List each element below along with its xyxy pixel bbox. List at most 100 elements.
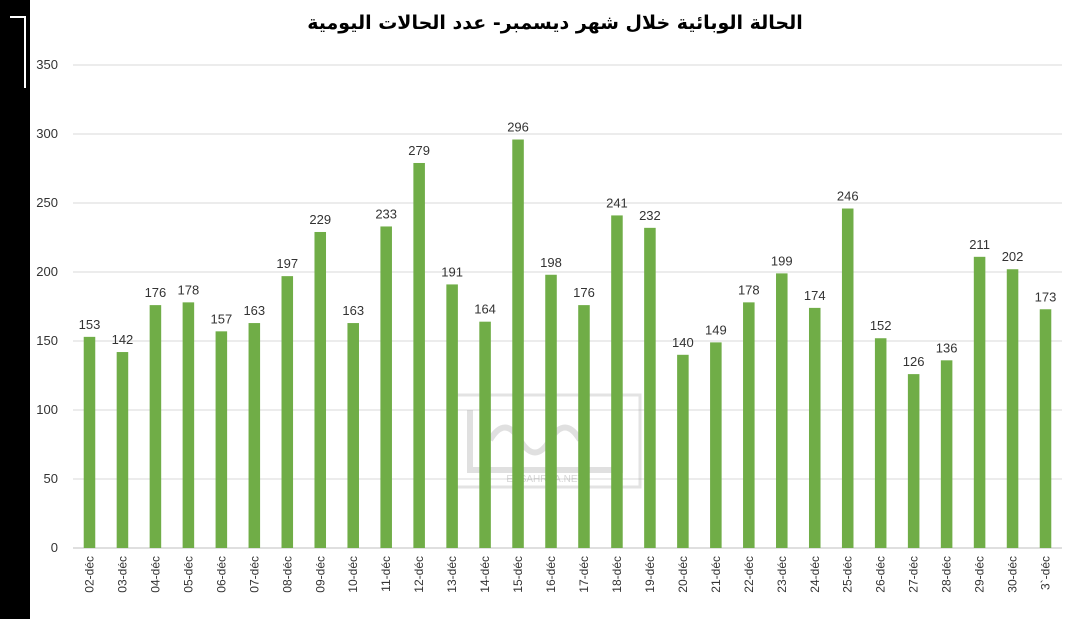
x-axis-categories: 02-déc 03-déc 04-déc 05-déc 06-déc 07-déc 08-d…	[82, 556, 1052, 593]
bar	[644, 227, 656, 548]
bar	[1039, 309, 1052, 548]
bar	[446, 284, 458, 548]
bar	[743, 302, 755, 548]
data-label: 140	[672, 335, 694, 350]
data-label: 178	[738, 282, 760, 297]
bar	[380, 226, 392, 548]
x-tick-label: 14-déc	[478, 556, 492, 593]
bar	[413, 162, 425, 549]
data-label: 136	[936, 340, 958, 355]
x-tick-label: 24-déc	[808, 556, 822, 593]
bar	[578, 305, 590, 548]
data-label: 191	[441, 264, 463, 279]
bar	[808, 307, 821, 548]
data-label: 142	[112, 332, 134, 347]
x-tick-label: 28-déc	[940, 556, 954, 593]
y-tick-label: 300	[36, 126, 58, 141]
data-label: 197	[276, 256, 298, 271]
data-label: 233	[375, 206, 397, 221]
frame-corner-mark	[10, 16, 26, 88]
x-tick-label: 15-déc	[511, 556, 525, 593]
data-label: 176	[145, 285, 167, 300]
x-tick-label: 08-déc	[280, 556, 294, 593]
bar	[182, 302, 195, 548]
bar	[940, 360, 953, 548]
data-label: 126	[903, 354, 925, 369]
y-tick-label: 200	[36, 264, 58, 279]
x-tick-label: 04-déc	[148, 556, 162, 593]
bar	[1006, 269, 1019, 548]
grid-lines	[73, 64, 1062, 549]
x-tick-label: 27-déc	[907, 556, 921, 593]
data-label: 176	[573, 285, 595, 300]
data-label: 173	[1035, 289, 1057, 304]
bar	[874, 338, 887, 548]
x-tick-label: 23-déc	[775, 556, 789, 593]
y-tick-label: 50	[44, 471, 58, 486]
bar	[907, 374, 920, 548]
bar	[479, 321, 491, 548]
x-tick-label: 21-déc	[709, 556, 723, 593]
x-tick-label: 05-déc	[181, 556, 195, 593]
data-label: 152	[870, 318, 892, 333]
bar	[149, 305, 162, 548]
x-tick-label: 09-déc	[313, 556, 327, 593]
bar	[973, 256, 986, 548]
bar	[314, 231, 327, 549]
bar	[83, 336, 96, 548]
x-tick-label: 25-déc	[841, 556, 855, 593]
x-tick-label: 3`-déc	[1039, 556, 1053, 590]
data-labels: 153 142 176 178 157 163 197 229 163 233 279 191 164 2…	[79, 120, 1057, 370]
y-tick-label: 100	[36, 402, 58, 417]
bar	[347, 323, 359, 548]
x-tick-label: 06-déc	[214, 556, 228, 593]
bar	[281, 276, 294, 548]
y-tick-label: 0	[51, 540, 58, 555]
x-tick-label: 19-déc	[643, 556, 657, 593]
x-tick-label: 29-déc	[973, 556, 987, 593]
data-label: 199	[771, 253, 793, 268]
data-label: 246	[837, 189, 859, 204]
y-axis-ticks: 0 50 100 150 200 250 300 350	[36, 57, 58, 555]
x-tick-label: 26-déc	[874, 556, 888, 593]
bar	[248, 323, 261, 548]
x-tick-label: 13-déc	[445, 556, 459, 593]
x-tick-label: 30-déc	[1006, 556, 1020, 593]
bar	[545, 274, 557, 548]
x-tick-label: 22-déc	[742, 556, 756, 593]
data-label: 232	[639, 208, 661, 223]
bar	[841, 208, 854, 548]
x-tick-label: 03-déc	[115, 556, 129, 593]
data-label: 157	[210, 311, 232, 326]
data-label: 153	[79, 317, 101, 332]
x-tick-label: 17-déc	[577, 556, 591, 593]
data-label: 279	[408, 143, 430, 158]
data-label: 163	[342, 303, 364, 318]
data-label: 211	[969, 237, 990, 252]
y-tick-label: 250	[36, 195, 58, 210]
data-label: 296	[507, 120, 529, 135]
x-tick-label: 02-déc	[82, 556, 96, 593]
bar	[677, 354, 689, 548]
data-label: 241	[606, 195, 628, 210]
data-label: 163	[243, 303, 265, 318]
bar	[710, 342, 722, 548]
bar	[611, 215, 623, 549]
data-label: 149	[705, 322, 727, 337]
chart-title: الحالة الوبائية خلال شهر ديسمبر- عدد الح…	[307, 12, 803, 34]
data-label: 202	[1002, 249, 1024, 264]
watermark-text: ESSAHRAA.NET	[506, 474, 583, 485]
data-label: 229	[309, 212, 331, 227]
y-tick-label: 350	[36, 57, 58, 72]
bar	[215, 331, 228, 548]
x-tick-label: 11-déc	[379, 556, 393, 592]
bar	[116, 352, 129, 548]
data-label: 164	[474, 302, 496, 317]
x-tick-label: 07-déc	[247, 556, 261, 593]
bar	[776, 273, 788, 548]
data-label: 178	[178, 282, 200, 297]
x-tick-label: 20-déc	[676, 556, 690, 593]
x-tick-label: 10-déc	[346, 556, 360, 593]
data-label: 174	[804, 288, 826, 303]
bar	[512, 139, 524, 548]
